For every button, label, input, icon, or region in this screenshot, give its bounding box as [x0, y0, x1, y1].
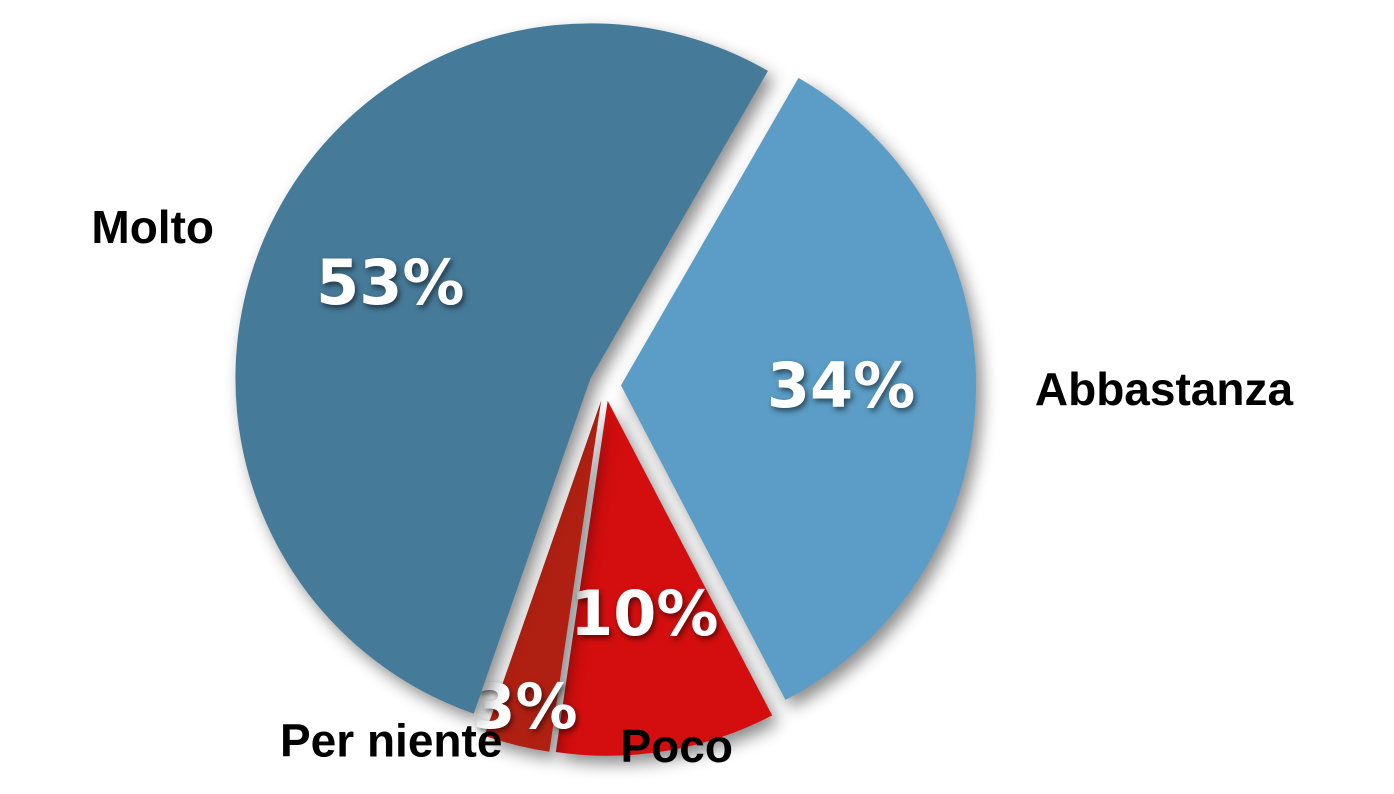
category-label: Per niente [280, 714, 502, 766]
value-label: 53% [316, 246, 464, 319]
category-label: Molto [91, 201, 214, 253]
value-label: 10% [570, 577, 718, 650]
value-label: 34% [767, 349, 915, 422]
category-label: Poco [620, 720, 732, 772]
pie-slice [555, 400, 773, 756]
pie-slice [235, 23, 768, 714]
category-label: Abbastanza [1035, 363, 1294, 415]
value-label: 3% [472, 670, 577, 743]
pie-slice [620, 77, 976, 700]
pie-slice [484, 400, 602, 752]
